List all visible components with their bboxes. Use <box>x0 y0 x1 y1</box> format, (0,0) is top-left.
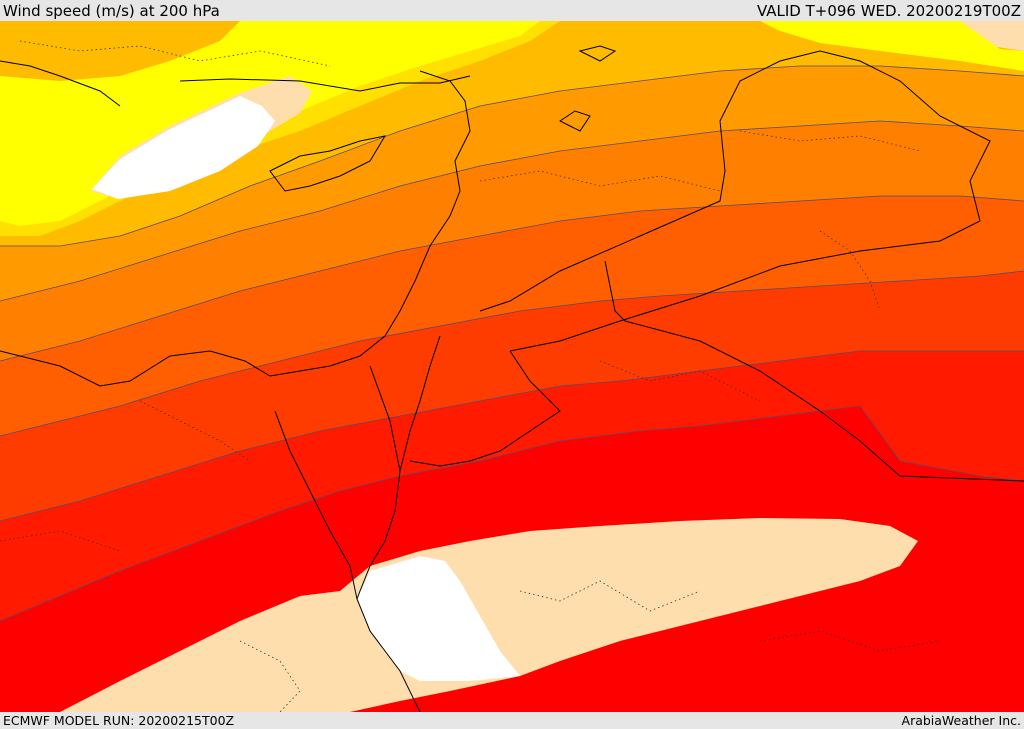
valid-time: VALID T+096 WED. 20200219T00Z <box>756 1 1021 20</box>
band-3-top-right <box>760 21 1024 71</box>
wind-speed-map <box>0 21 1024 712</box>
band-lowest-south <box>357 556 520 681</box>
coastlines <box>0 45 1024 712</box>
admin-boundaries <box>0 40 941 712</box>
isotach-contours <box>0 65 1024 622</box>
chart-title: Wind speed (m/s) at 200 hPa <box>3 1 220 20</box>
band-lowest-upper-left <box>92 96 275 199</box>
footer-bar: ECMWF MODEL RUN: 20200215T00Z ArabiaWeat… <box>0 712 1024 729</box>
credit: ArabiaWeather Inc. <box>901 713 1021 728</box>
map-canvas <box>0 21 1024 712</box>
band-2-south <box>60 518 918 712</box>
band-2-top-right <box>960 21 1024 51</box>
header-bar: Wind speed (m/s) at 200 hPa VALID T+096 … <box>0 0 1024 21</box>
model-run: ECMWF MODEL RUN: 20200215T00Z <box>3 713 235 728</box>
band-5-corner <box>0 21 240 81</box>
